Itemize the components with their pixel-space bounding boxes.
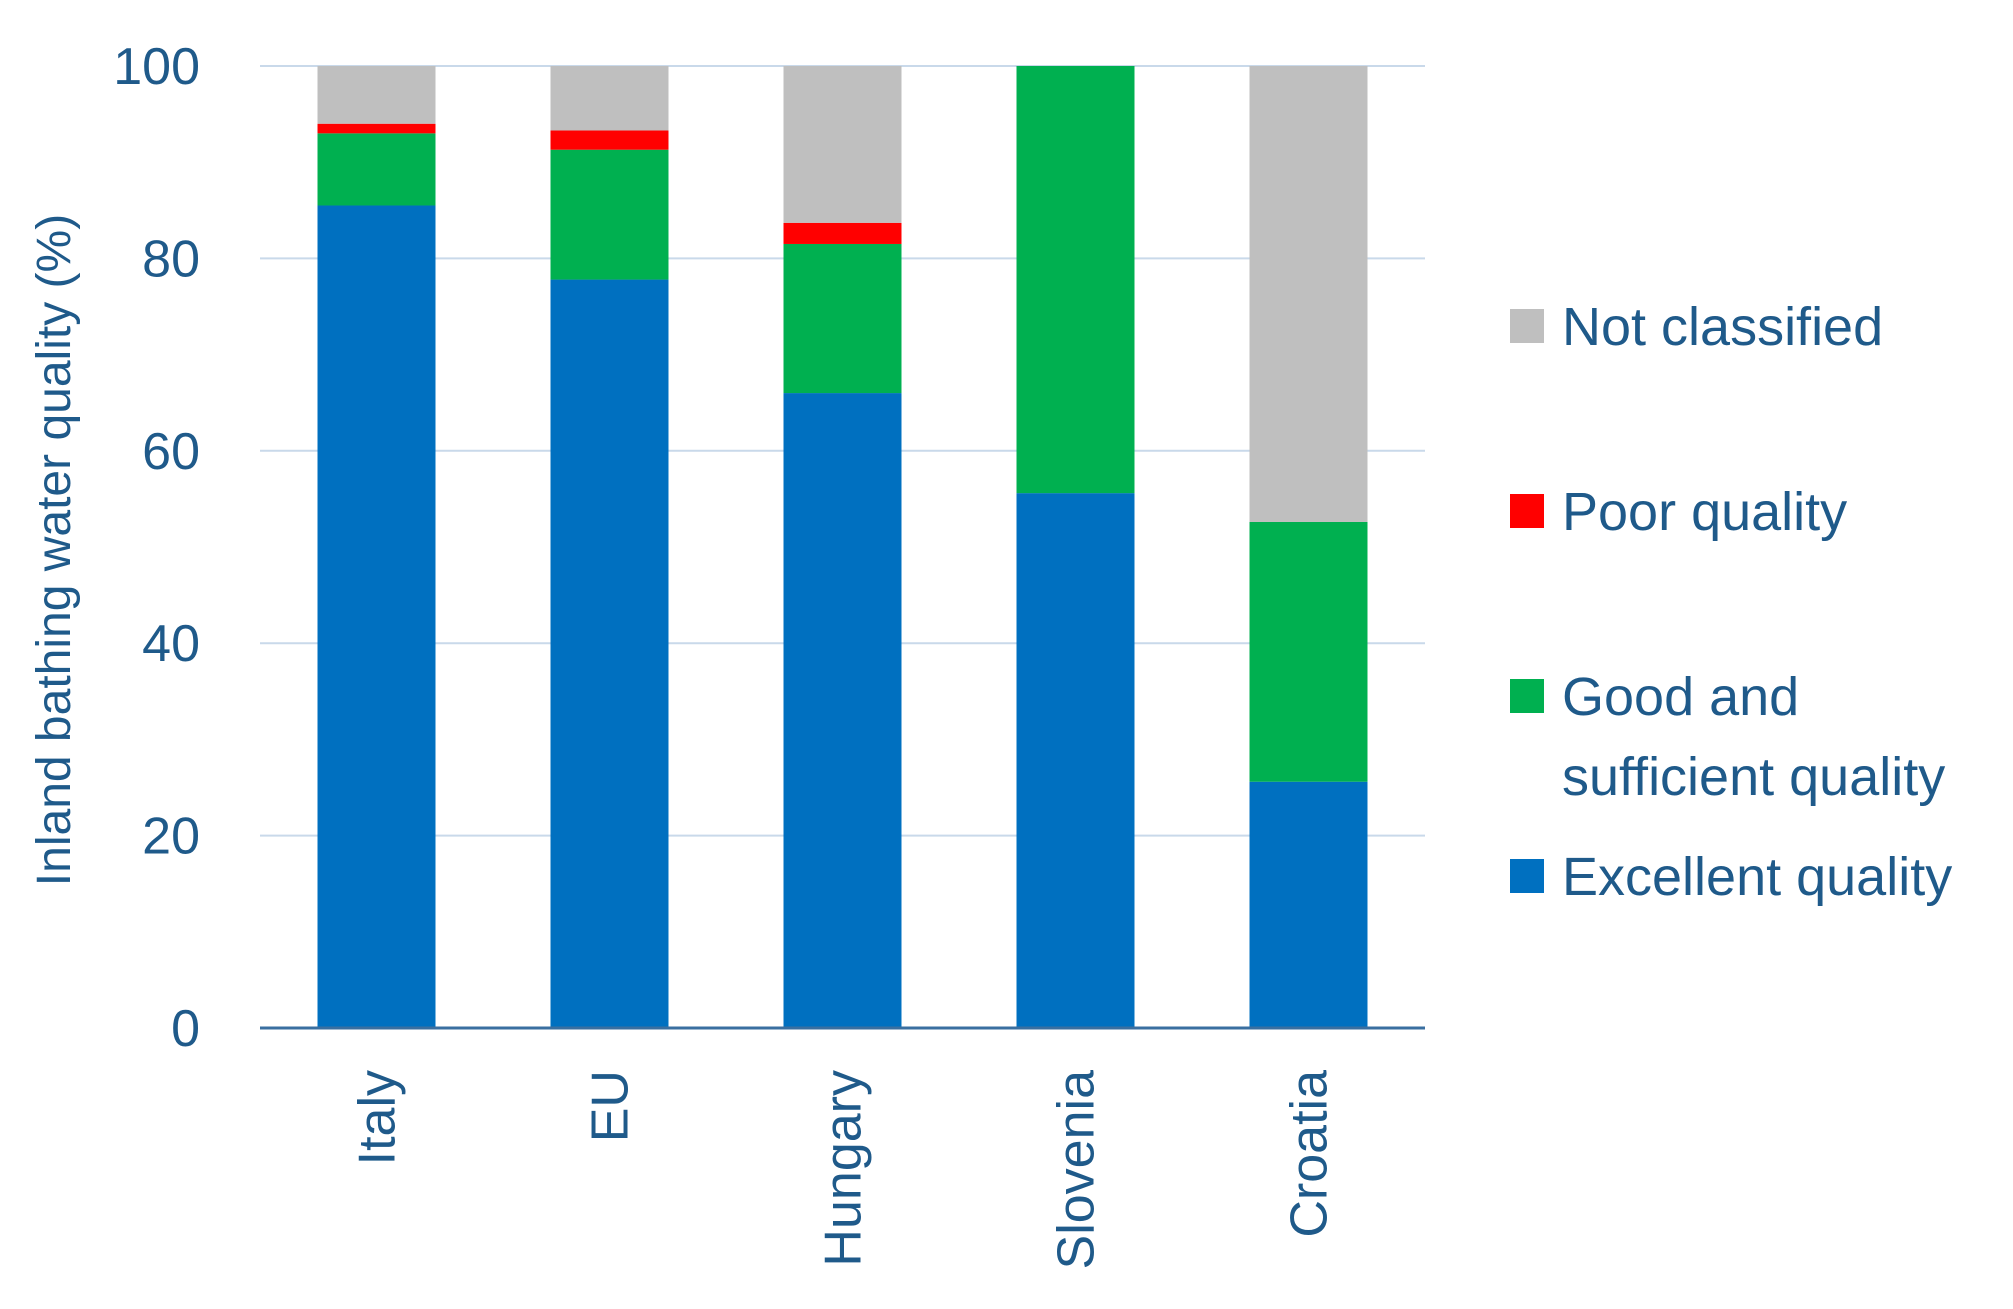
axes: 0 20 40 60 80 100 Italy EU Hungary Slovenia Croati… xyxy=(113,38,1425,1269)
bar-segment-italy-not-classified xyxy=(317,66,436,124)
x-tick-label-hungary: Hungary xyxy=(815,1070,873,1267)
legend-label: Excellent quality xyxy=(1562,847,1952,907)
legend-swatch xyxy=(1510,309,1544,343)
bar-segment-hungary-good-and-sufficient-quality xyxy=(783,243,902,394)
legend-label: Poor quality xyxy=(1562,482,1847,542)
legend-label: sufficient quality xyxy=(1562,747,1945,807)
legend-label: Good and xyxy=(1562,667,1799,727)
bar-segment-eu-poor-quality xyxy=(550,130,669,150)
bars xyxy=(317,66,1368,1029)
y-tick-label: 40 xyxy=(142,615,200,673)
bar-segment-hungary-poor-quality xyxy=(783,222,902,244)
bar-segment-croatia-excellent-quality xyxy=(1249,781,1368,1028)
bar-segment-eu-good-and-sufficient-quality xyxy=(550,149,669,280)
legend-label: Not classified xyxy=(1562,297,1883,357)
x-tick-label-slovenia: Slovenia xyxy=(1048,1070,1106,1270)
legend-swatch xyxy=(1510,494,1544,528)
bar-segment-slovenia-good-and-sufficient-quality xyxy=(1016,66,1135,494)
y-tick-label: 80 xyxy=(142,230,200,288)
legend: Not classified Poor quality Good and suffic… xyxy=(1510,297,1952,907)
bar-segment-italy-excellent-quality xyxy=(317,205,436,1029)
y-tick-label: 0 xyxy=(171,1000,200,1058)
bar-segment-eu-not-classified xyxy=(550,66,669,131)
y-tick-label: 60 xyxy=(142,423,200,481)
y-tick-label: 100 xyxy=(113,38,200,96)
bar-segment-hungary-excellent-quality xyxy=(783,393,902,1029)
x-tick-label-eu: EU xyxy=(582,1070,640,1142)
bar-segment-italy-poor-quality xyxy=(317,123,436,134)
bar-segment-hungary-not-classified xyxy=(783,66,902,223)
bar-segment-eu-excellent-quality xyxy=(550,279,669,1029)
y-axis-title: Inland bathing water quality (%) xyxy=(28,214,81,886)
x-tick-label-italy: Italy xyxy=(349,1070,407,1165)
bar-segment-croatia-not-classified xyxy=(1249,66,1368,522)
x-tick-label-croatia: Croatia xyxy=(1281,1070,1339,1238)
bar-segment-croatia-good-and-sufficient-quality xyxy=(1249,521,1368,782)
y-tick-label: 20 xyxy=(142,808,200,866)
bar-segment-italy-good-and-sufficient-quality xyxy=(317,133,436,206)
legend-swatch xyxy=(1510,679,1544,713)
bar-segment-slovenia-excellent-quality xyxy=(1016,493,1135,1028)
legend-swatch xyxy=(1510,859,1544,893)
